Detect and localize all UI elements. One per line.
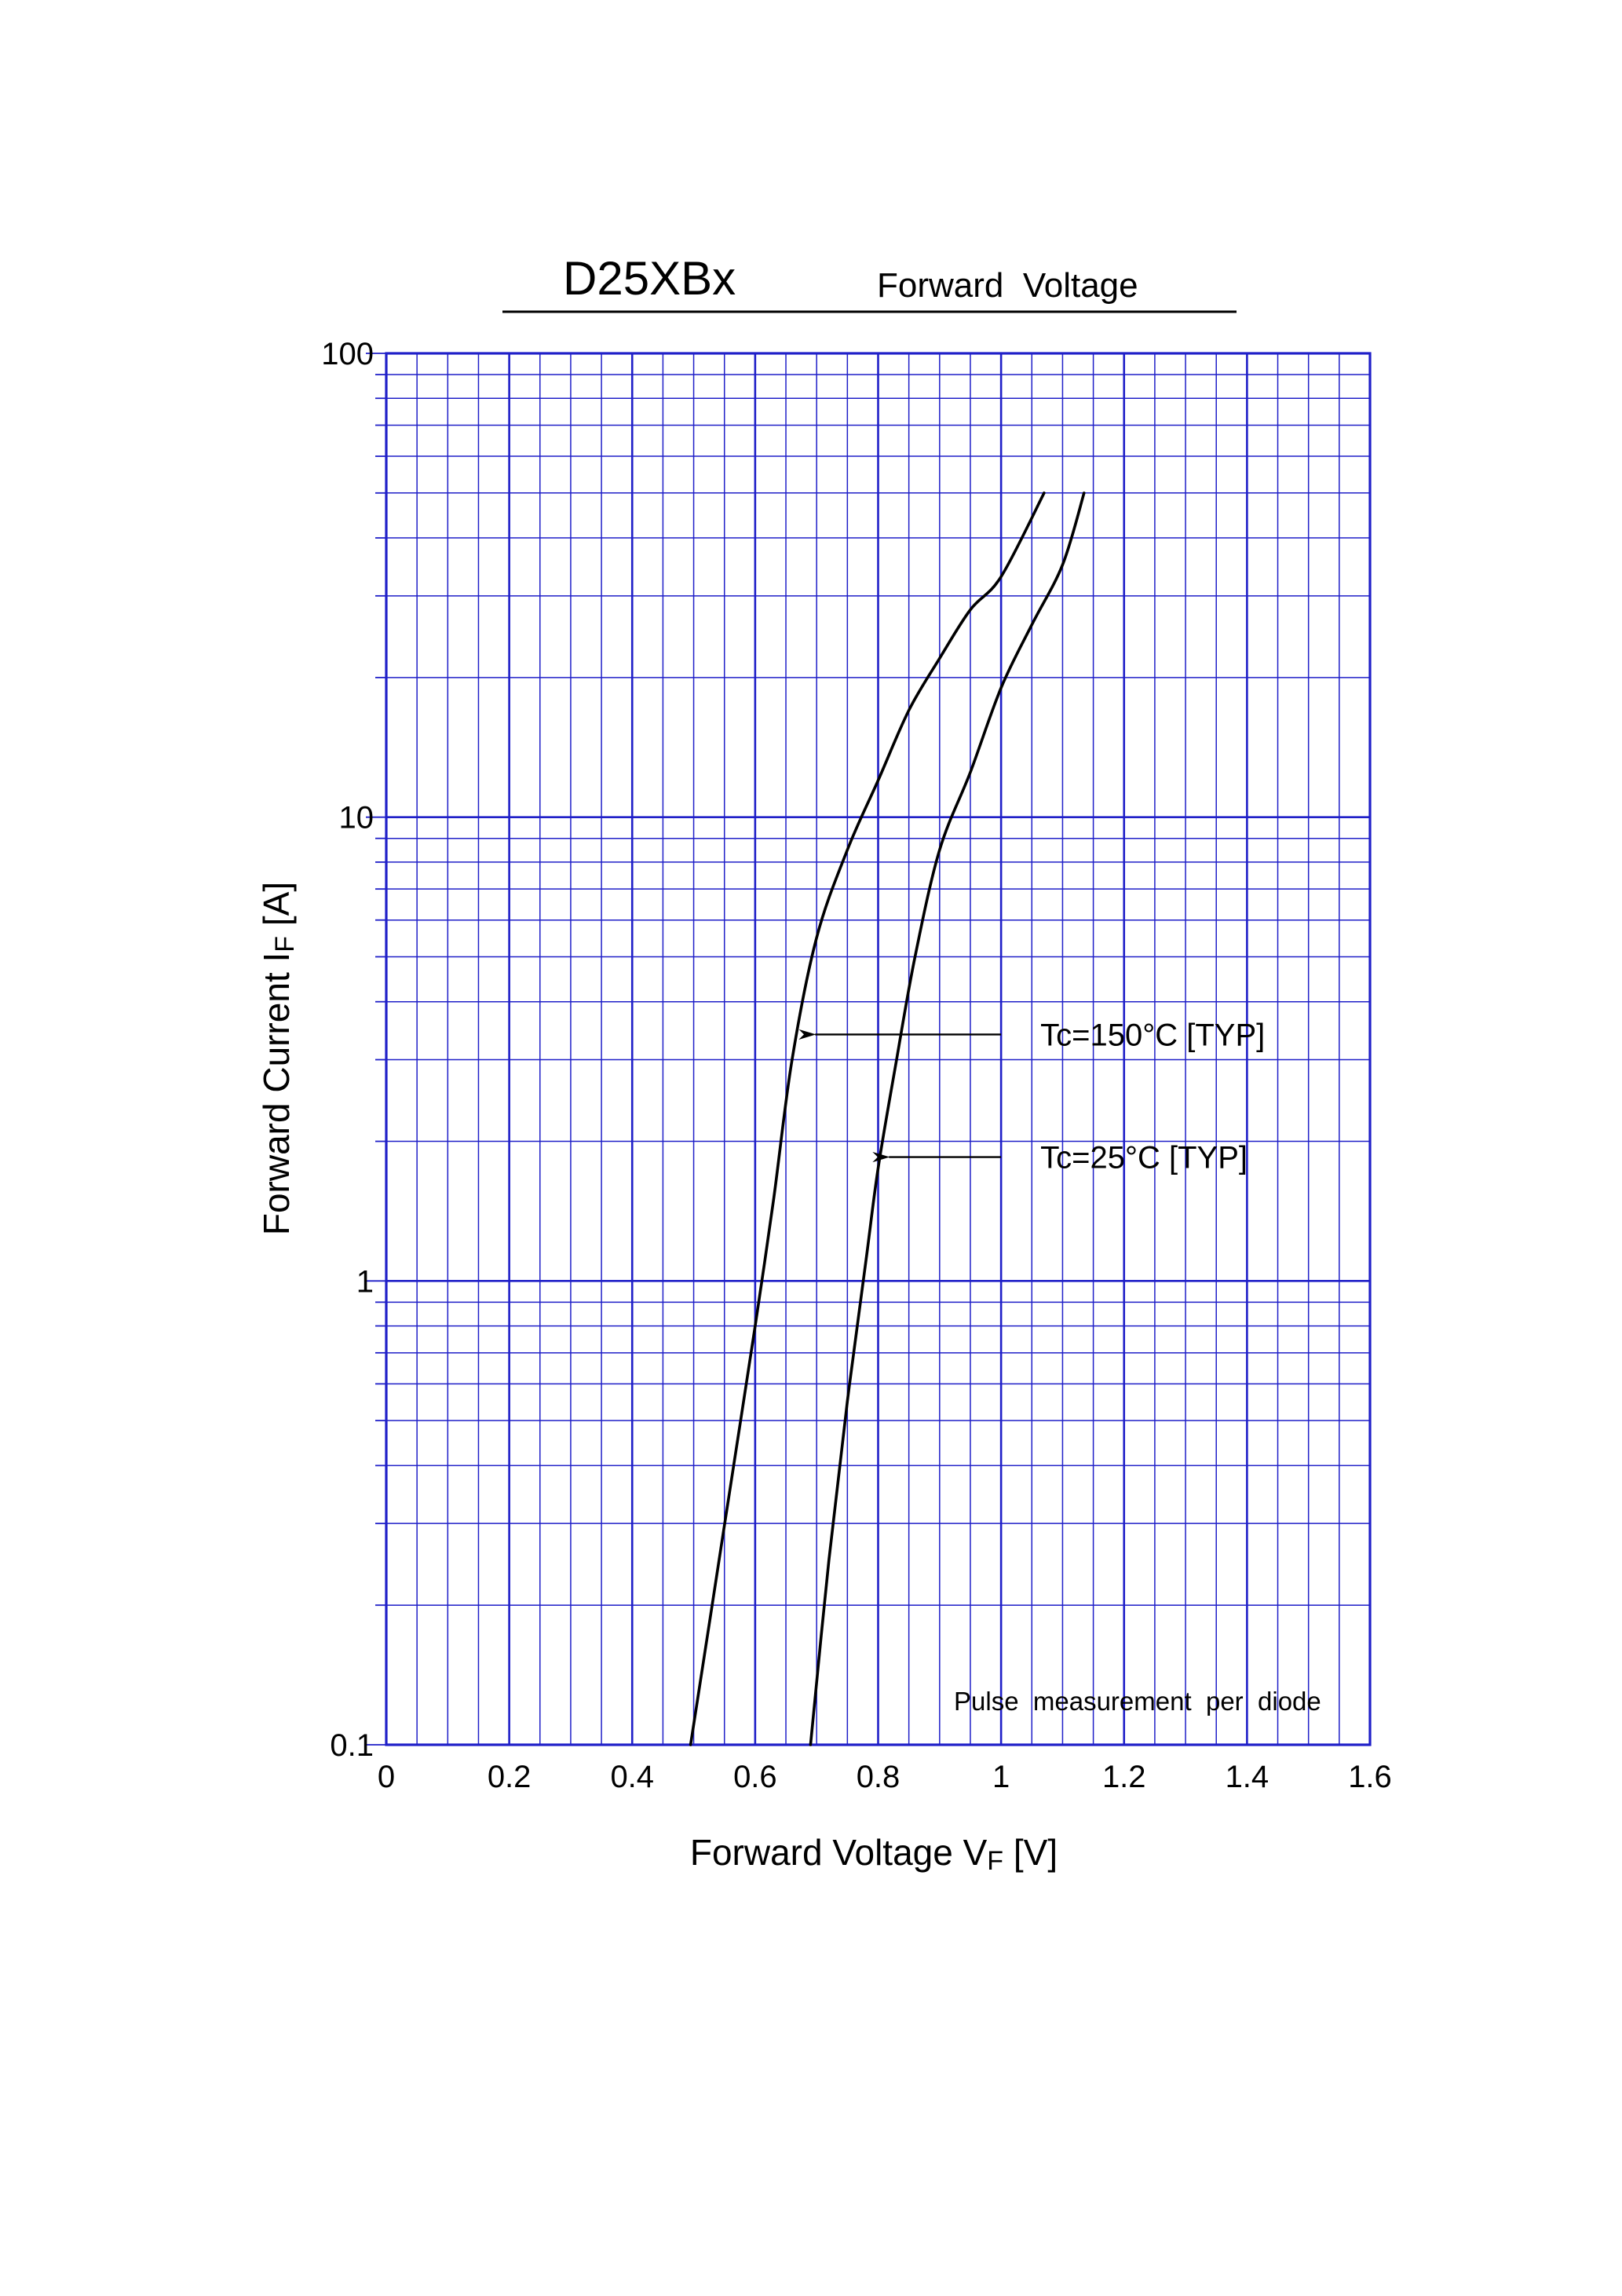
x-tick-label: 0.6: [733, 1760, 777, 1794]
x-tick-label: 0.8: [857, 1760, 901, 1794]
series-line-tc25: [809, 492, 1086, 1746]
y-tick-labels: 0.1 1 10 100: [321, 337, 374, 1763]
series-line-tc150: [689, 492, 1046, 1746]
y-axis-label-unit-gap: [256, 926, 297, 936]
x-tick-label: 1: [992, 1760, 1010, 1794]
y-tick-label: 1: [356, 1264, 374, 1299]
x-axis-label: Forward Voltage VF [V]: [690, 1832, 1058, 1876]
x-axis-label-sub: F: [987, 1846, 1003, 1876]
chart-title-model: D25XBx: [563, 252, 736, 305]
x-axis-label-unit: [V]: [1014, 1832, 1058, 1873]
y-tick-label: 0.1: [330, 1728, 374, 1763]
x-tick-label: 1.6: [1348, 1760, 1392, 1794]
x-tick-label: 1.2: [1102, 1760, 1146, 1794]
y-tick-label: 100: [321, 337, 374, 371]
y-tick-label: 10: [339, 801, 374, 835]
label-tc150: Tc=150°C [TYP]: [1040, 1018, 1265, 1052]
chart-title-text: Forward Voltage: [877, 266, 1138, 305]
x-tick-label: 0: [378, 1760, 395, 1794]
x-axis-label-unit-gap: [1003, 1832, 1014, 1873]
y-axis-label-sub: F: [270, 936, 300, 952]
y-axis-label: Forward Current IF [A]: [256, 882, 300, 1235]
x-tick-label: 0.2: [488, 1760, 532, 1794]
label-tc25: Tc=25°C [TYP]: [1040, 1141, 1248, 1175]
x-tick-label: 1.4: [1226, 1760, 1269, 1794]
annotations: Tc=150°C [TYP] Tc=25°C [TYP]: [798, 1018, 1265, 1175]
plot-frame: [385, 352, 1372, 1746]
x-axis-label-main: Forward Voltage V: [690, 1832, 988, 1873]
y-axis-label-unit: [A]: [256, 882, 297, 926]
grid: [366, 352, 1372, 1746]
curves: [689, 492, 1086, 1746]
y-axis-label-main: Forward Current I: [256, 952, 297, 1235]
x-tick-labels: 0 0.2 0.4 0.6 0.8 1 1.2 1.4 1.6: [378, 1760, 1392, 1794]
pulse-measurement-note: Pulse measurement per diode: [954, 1687, 1321, 1716]
x-tick-label: 0.4: [610, 1760, 654, 1794]
